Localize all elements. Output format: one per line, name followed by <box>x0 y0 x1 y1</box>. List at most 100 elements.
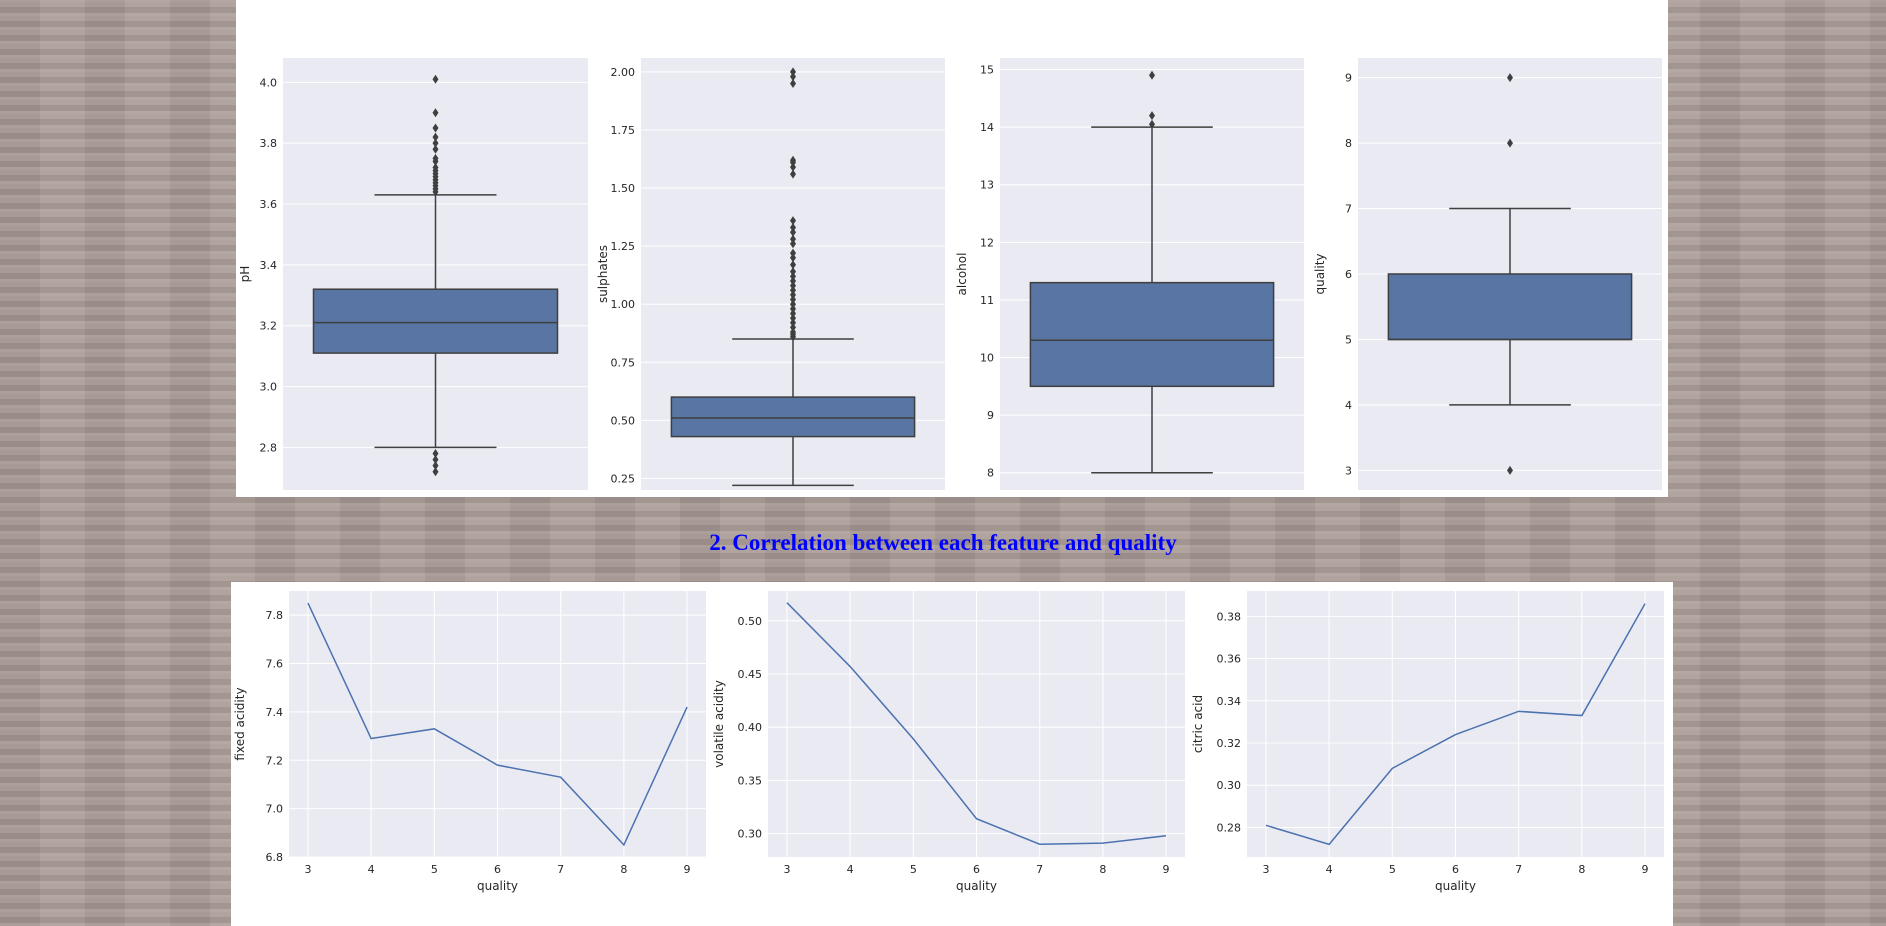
y-tick-label: 7.4 <box>266 706 284 719</box>
outlier-point <box>790 327 796 337</box>
outlier-point <box>790 248 796 258</box>
x-axis-label: quality <box>1435 879 1476 893</box>
y-tick-label: 3.2 <box>260 320 278 333</box>
outlier-point <box>790 223 796 233</box>
y-tick-label: 1.25 <box>611 240 636 253</box>
y-axis-label: fixed acidity <box>233 687 247 760</box>
outlier-point <box>790 304 796 314</box>
outlier-point <box>790 290 796 300</box>
outlier-point <box>790 271 796 281</box>
fixed-acidity-lineplot: 6.8 7.0 7.2 7.4 7.6 7.8 3 4 5 6 7 8 9 quality fixed ac… <box>233 591 706 893</box>
outlier-point <box>790 72 796 82</box>
y-tick-label: 1.00 <box>611 298 636 311</box>
y-tick-label: 7 <box>1345 203 1352 216</box>
y-tick-label: 15 <box>980 64 994 77</box>
y-axis-label: pH <box>238 266 252 283</box>
outlier-point <box>1149 111 1155 121</box>
y-tick-label: 0.40 <box>738 721 763 734</box>
x-tick-label: 7 <box>557 863 564 876</box>
y-tick-label: 7.0 <box>266 803 284 816</box>
y-tick-label: 9 <box>1345 72 1352 85</box>
y-axis-label: volatile acidity <box>712 680 726 768</box>
y-tick-label: 9 <box>987 409 994 422</box>
x-tick-label: 3 <box>783 863 790 876</box>
y-tick-label: 8 <box>1345 137 1352 150</box>
iqr-box <box>670 396 916 438</box>
x-tick-label: 5 <box>910 863 917 876</box>
outlier-point <box>790 169 796 179</box>
outlier-point <box>432 467 439 477</box>
x-tick-label: 9 <box>684 863 691 876</box>
lineplot-figure-panel: 6.8 7.0 7.2 7.4 7.6 7.8 3 4 5 6 7 8 9 quality fixed ac… <box>231 582 1673 926</box>
x-tick-label: 3 <box>1262 863 1269 876</box>
y-tick-label: 0.34 <box>1217 695 1242 708</box>
outlier-point <box>790 281 796 291</box>
outlier-point <box>432 132 439 142</box>
outlier-point <box>790 308 796 318</box>
outlier-point <box>1507 73 1513 83</box>
y-tick-label: 0.45 <box>738 668 763 681</box>
outlier-point <box>432 163 439 173</box>
x-axis-label: quality <box>956 879 997 893</box>
x-tick-label: 6 <box>1452 863 1459 876</box>
x-tick-label: 6 <box>973 863 980 876</box>
sulphates-boxplot: 0.25 0.50 0.75 1.00 1.25 1.50 1.75 2.00 sulphate… <box>596 58 945 490</box>
quality-boxplot: 3 4 5 6 7 8 9 quality <box>1313 58 1662 490</box>
x-tick-label: 9 <box>1642 863 1649 876</box>
outlier-point <box>790 227 796 237</box>
y-tick-label: 1.50 <box>611 182 636 195</box>
ph-boxplot: 2.8 3.0 3.2 3.4 3.6 3.8 4.0 pH <box>238 58 588 490</box>
outlier-point <box>432 123 439 133</box>
y-tick-label: 8 <box>987 467 994 480</box>
y-tick-label: 3 <box>1345 464 1352 477</box>
y-tick-label: 6.8 <box>266 851 284 864</box>
outlier-point <box>790 216 796 226</box>
x-tick-label: 4 <box>847 863 854 876</box>
y-tick-label: 12 <box>980 236 994 249</box>
outlier-point <box>790 260 796 270</box>
x-tick-label: 8 <box>1099 863 1106 876</box>
y-tick-label: 0.35 <box>738 774 763 787</box>
y-tick-label: 2.00 <box>611 66 636 79</box>
x-tick-label: 8 <box>1578 863 1585 876</box>
outlier-point <box>790 295 796 305</box>
iqr-box <box>1387 273 1633 341</box>
x-tick-label: 8 <box>620 863 627 876</box>
outlier-point <box>432 461 439 471</box>
x-tick-label: 4 <box>1326 863 1333 876</box>
y-tick-label: 0.30 <box>1217 779 1242 792</box>
outlier-point <box>432 448 439 458</box>
outlier-point <box>790 267 796 277</box>
outlier-point <box>1507 465 1513 475</box>
y-tick-label: 3.6 <box>260 198 278 211</box>
citric-acid-lineplot: 0.28 0.30 0.32 0.34 0.36 0.38 3 4 5 6 7 8 9 quality ci… <box>1191 591 1664 893</box>
outlier-point <box>790 155 796 165</box>
y-tick-label: 4 <box>1345 399 1352 412</box>
y-tick-label: 0.50 <box>611 414 636 427</box>
y-tick-label: 1.75 <box>611 124 636 137</box>
y-axis-label: quality <box>1313 253 1327 294</box>
outlier-point <box>790 318 796 328</box>
y-tick-label: 4.0 <box>260 76 278 89</box>
boxplot-figure-panel: 2.8 3.0 3.2 3.4 3.6 3.8 4.0 pH 0.25 0.50 0.75 1.00… <box>236 0 1668 497</box>
y-axis-label: citric acid <box>1191 695 1205 753</box>
section-heading: 2. Correlation between each feature and … <box>709 530 1177 555</box>
y-tick-label: 0.30 <box>738 828 763 841</box>
outlier-point <box>432 144 439 154</box>
y-tick-label: 5 <box>1345 333 1352 346</box>
outlier-point <box>432 455 439 465</box>
outlier-point <box>1149 119 1155 129</box>
x-tick-label: 3 <box>304 863 311 876</box>
outlier-point <box>790 322 796 332</box>
outlier-point <box>790 285 796 295</box>
alcohol-boxplot: 8 9 10 11 12 13 14 15 alcohol <box>955 58 1304 490</box>
outlier-point <box>790 299 796 309</box>
y-tick-label: 14 <box>980 121 994 134</box>
y-tick-label: 7.8 <box>266 609 284 622</box>
y-tick-label: 0.25 <box>611 472 636 485</box>
y-tick-label: 6 <box>1345 268 1352 281</box>
x-tick-label: 5 <box>431 863 438 876</box>
y-tick-label: 2.8 <box>260 441 278 454</box>
volatile-acidity-lineplot: 0.30 0.35 0.40 0.45 0.50 3 4 5 6 7 8 9 quality volati… <box>712 591 1185 893</box>
y-tick-label: 7.2 <box>266 754 284 767</box>
